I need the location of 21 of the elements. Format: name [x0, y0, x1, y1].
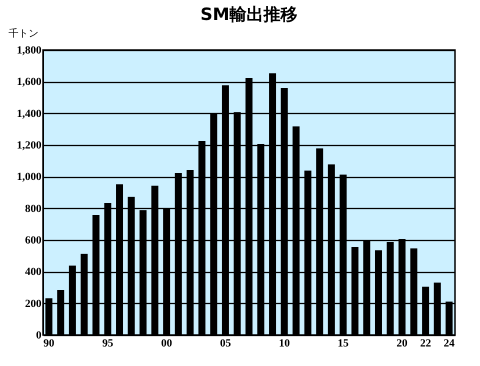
x-tick-label: 15: [338, 338, 350, 350]
y-tick-label: 600: [25, 234, 42, 246]
x-tick-label: 20: [396, 338, 408, 350]
y-tick-label: 1,400: [16, 108, 42, 120]
x-tick-label: 24: [444, 338, 456, 350]
chart-title: SM輸出推移: [200, 5, 298, 25]
x-tick-label: 22: [420, 338, 432, 350]
y-tick-label: 1,600: [16, 76, 42, 88]
y-tick-label: 400: [25, 266, 42, 278]
y-tick-label: 1,800: [16, 44, 42, 56]
y-axis-title: 千トン: [8, 28, 38, 40]
y-tick-label: 200: [25, 298, 42, 310]
y-tick-label: 1,000: [16, 171, 42, 184]
x-tick-label: 10: [278, 338, 290, 350]
y-tick-label: 800: [25, 202, 42, 215]
x-tick-label: 95: [102, 338, 114, 350]
y-tick-label: 1,200: [16, 140, 42, 152]
x-tick-label: 90: [43, 338, 55, 350]
x-tick-label: 05: [220, 338, 232, 350]
x-tick-label: 00: [161, 338, 173, 350]
y-tick-label: 0: [36, 330, 42, 342]
